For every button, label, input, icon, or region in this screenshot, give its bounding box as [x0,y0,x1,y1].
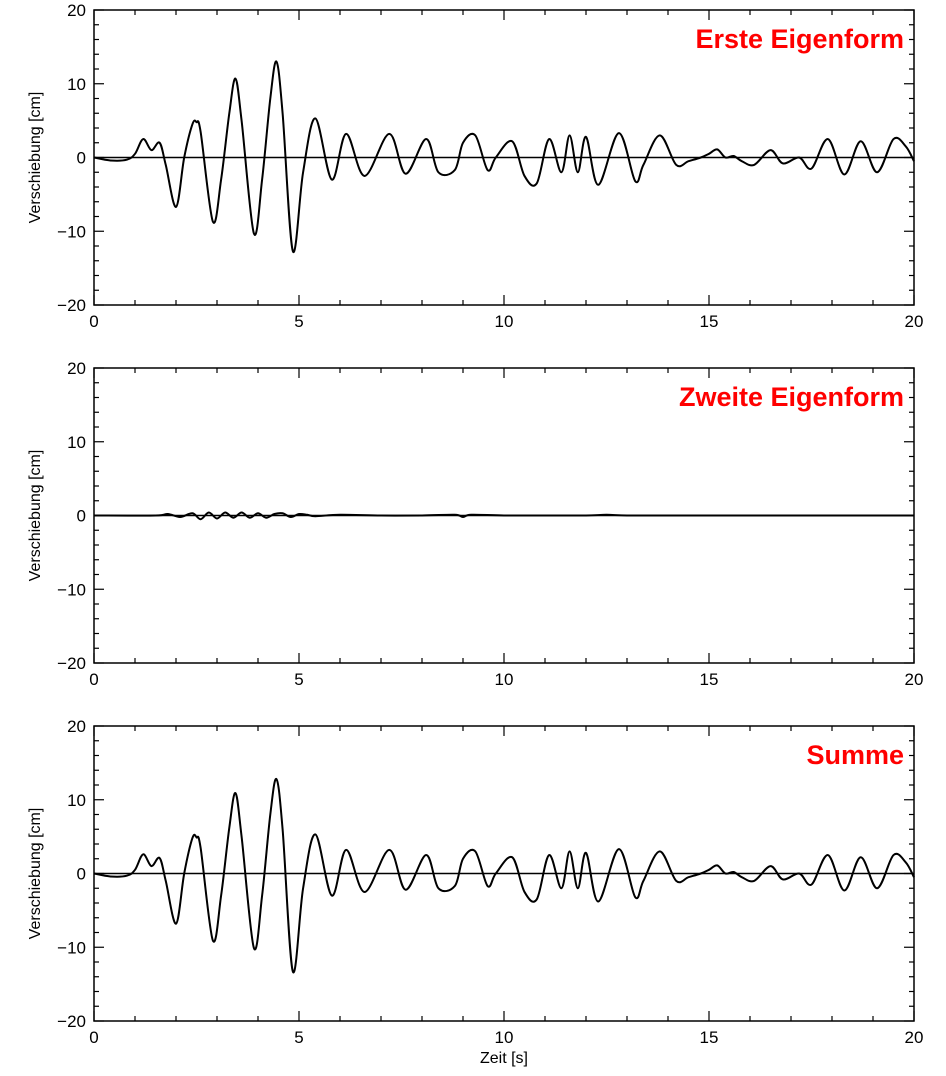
y-axis-title: Verschiebung [cm] [27,92,44,224]
x-tick-label: 20 [905,670,924,689]
y-tick-label: −20 [57,1012,86,1031]
y-axis-title: Verschiebung [cm] [27,450,44,582]
y-tick-label: 10 [67,433,86,452]
x-tick-label: 10 [495,1028,514,1047]
panel-title: Erste Eigenform [695,24,904,54]
x-tick-label: 15 [700,312,719,331]
x-axis-title: Zeit [s] [480,1050,528,1067]
x-tick-label: 20 [905,1028,924,1047]
x-tick-label: 15 [700,670,719,689]
y-tick-label: −10 [57,222,86,241]
y-tick-label: 0 [77,865,86,884]
series-line-1 [93,778,915,974]
chart-panel-1: 0 5 10 15 20 −20 −10 0 10 20 Verschiebung [cm] Erst… [27,1,923,331]
x-tick-label: 5 [294,312,303,331]
y-tick-label: 20 [67,717,86,736]
y-tick-label: −10 [57,938,86,957]
x-tick-label: 10 [495,670,514,689]
x-tick-label: 5 [294,1028,303,1047]
y-tick-label: −10 [57,580,86,599]
y-tick-label: 20 [67,1,86,20]
y-tick-label: 0 [77,507,86,526]
x-tick-label: 5 [294,670,303,689]
x-tick-label: 0 [89,312,98,331]
x-tick-label: 10 [495,312,514,331]
chart-panel-3: 0 5 10 15 20 −20 −10 0 10 20 Verschiebung [cm] Zeit… [27,717,923,1067]
chart-panel-2: 0 5 10 15 20 −20 −10 0 10 20 Verschiebung [cm] Zwei… [27,359,923,689]
y-tick-label: −20 [57,296,86,315]
panel-title: Zweite Eigenform [679,382,904,412]
series-line-1 [93,511,914,521]
y-tick-label: −20 [57,654,86,673]
y-tick-label: 20 [67,359,86,378]
y-axis-title: Verschiebung [cm] [27,808,44,940]
x-tick-label: 0 [89,1028,98,1047]
series-line-1 [93,60,915,253]
y-tick-label: 10 [67,791,86,810]
x-tick-label: 20 [905,312,924,331]
x-tick-label: 0 [89,670,98,689]
y-tick-label: 0 [77,149,86,168]
panel-title: Summe [806,740,904,770]
x-tick-label: 15 [700,1028,719,1047]
y-tick-label: 10 [67,75,86,94]
